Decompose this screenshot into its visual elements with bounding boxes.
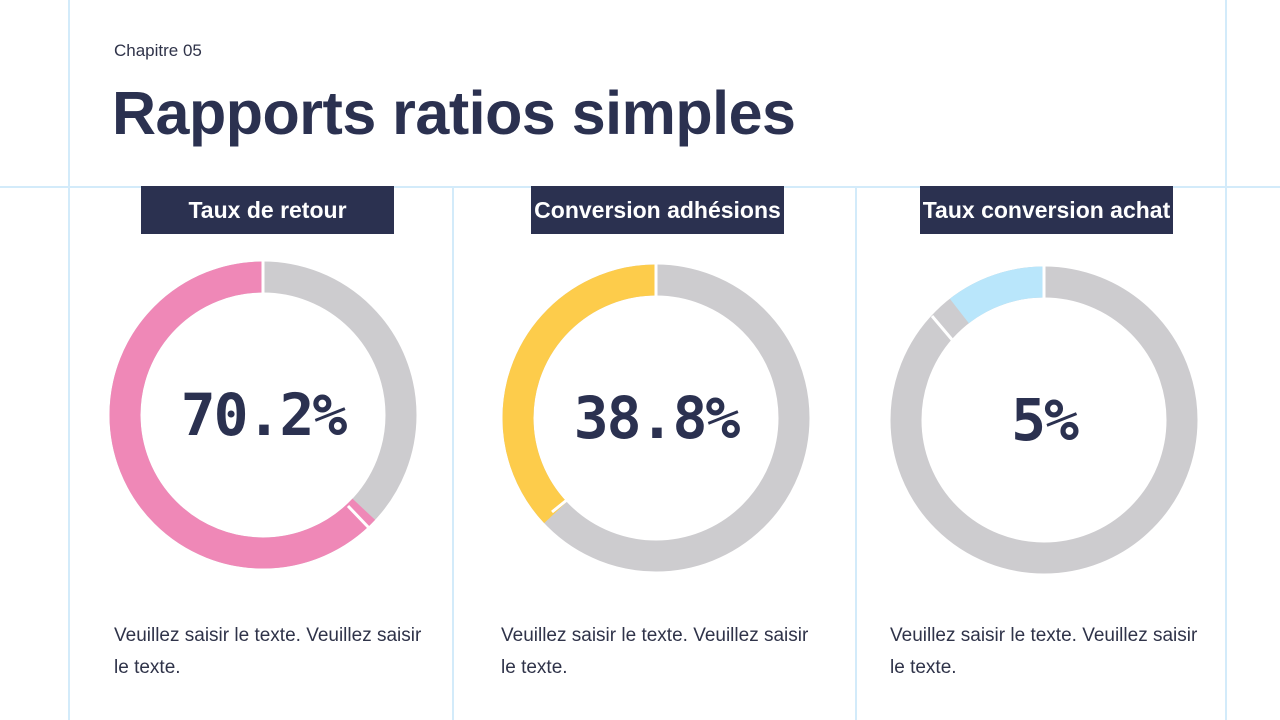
donut-chart-taux-conversion-achat: 5% [890, 266, 1198, 574]
guide-line-vertical [855, 187, 857, 720]
chapter-label: Chapitre 05 [114, 41, 202, 60]
card-title-text: Conversion adhésions [534, 197, 781, 223]
donut-value: 70.2% [180, 381, 348, 449]
card-description: Veuillez saisir le texte. Veuillez saisi… [890, 625, 1198, 678]
page-title: Rapports ratios simples [112, 79, 796, 147]
card-title-taux-conversion-achat: Taux conversion achat [920, 186, 1173, 234]
guide-line-vertical [452, 187, 454, 720]
guide-line-vertical [1225, 0, 1227, 720]
card-description: Veuillez saisir le texte. Veuillez saisi… [501, 625, 809, 678]
donut-chart-conversion-adhesions: 38.8% [502, 264, 810, 572]
card-title-taux-de-retour: Taux de retour [141, 186, 394, 234]
donut-chart-taux-de-retour: 70.2% [109, 261, 417, 569]
card-description: Veuillez saisir le texte. Veuillez saisi… [114, 625, 422, 678]
donut-value: 38.8% [573, 384, 741, 452]
card-title-text: Taux de retour [188, 197, 347, 223]
card-title-text: Taux conversion achat [922, 197, 1171, 223]
card-title-conversion-adhesions: Conversion adhésions [531, 186, 784, 234]
donut-value: 5% [1011, 386, 1079, 454]
guide-line-vertical [68, 0, 70, 720]
